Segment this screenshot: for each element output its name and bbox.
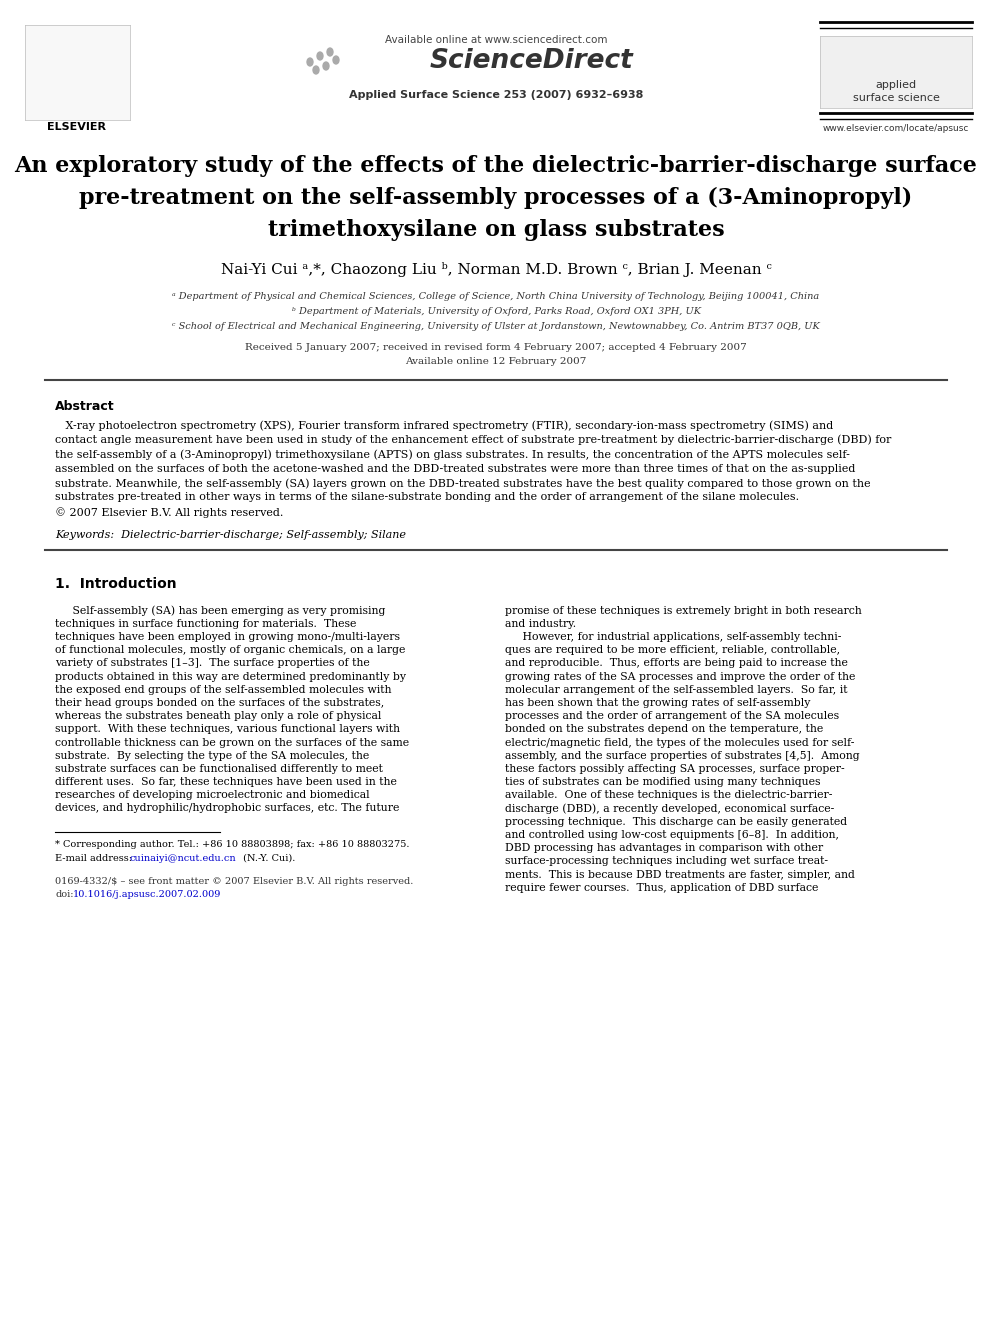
Text: ELSEVIER: ELSEVIER: [48, 122, 106, 132]
Text: the exposed end groups of the self-assembled molecules with: the exposed end groups of the self-assem…: [55, 685, 392, 695]
Text: 1.  Introduction: 1. Introduction: [55, 578, 177, 591]
Text: Nai-Yi Cui ᵃ,*, Chaozong Liu ᵇ, Norman M.D. Brown ᶜ, Brian J. Meenan ᶜ: Nai-Yi Cui ᵃ,*, Chaozong Liu ᵇ, Norman M…: [220, 262, 772, 277]
Text: However, for industrial applications, self-assembly techni-: However, for industrial applications, se…: [505, 632, 841, 642]
Text: assembly, and the surface properties of substrates [4,5].  Among: assembly, and the surface properties of …: [505, 750, 860, 761]
Text: different uses.  So far, these techniques have been used in the: different uses. So far, these techniques…: [55, 777, 397, 787]
Text: Applied Surface Science 253 (2007) 6932–6938: Applied Surface Science 253 (2007) 6932–…: [349, 90, 643, 101]
Text: doi:: doi:: [55, 889, 73, 898]
Text: pre-treatment on the self-assembly processes of a (3-Aminopropyl): pre-treatment on the self-assembly proce…: [79, 187, 913, 209]
Text: variety of substrates [1–3].  The surface properties of the: variety of substrates [1–3]. The surface…: [55, 659, 370, 668]
Text: * Corresponding author. Tel.: +86 10 88803898; fax: +86 10 88803275.: * Corresponding author. Tel.: +86 10 888…: [55, 840, 410, 848]
Text: of functional molecules, mostly of organic chemicals, on a large: of functional molecules, mostly of organ…: [55, 646, 406, 655]
Text: bonded on the substrates depend on the temperature, the: bonded on the substrates depend on the t…: [505, 724, 823, 734]
Text: and reproducible.  Thus, efforts are being paid to increase the: and reproducible. Thus, efforts are bein…: [505, 659, 848, 668]
Text: Available online at www.sciencedirect.com: Available online at www.sciencedirect.co…: [385, 34, 607, 45]
Text: DBD processing has advantages in comparison with other: DBD processing has advantages in compari…: [505, 843, 823, 853]
Text: the self-assembly of a (3-Aminopropyl) trimethoxysilane (APTS) on glass substrat: the self-assembly of a (3-Aminopropyl) t…: [55, 448, 850, 459]
Text: techniques in surface functioning for materials.  These: techniques in surface functioning for ma…: [55, 619, 356, 628]
Text: Available online 12 February 2007: Available online 12 February 2007: [406, 357, 586, 366]
Text: trimethoxysilane on glass substrates: trimethoxysilane on glass substrates: [268, 220, 724, 241]
Text: E-mail address:: E-mail address:: [55, 853, 135, 863]
Text: contact angle measurement have been used in study of the enhancement effect of s: contact angle measurement have been used…: [55, 434, 892, 445]
Text: An exploratory study of the effects of the dielectric-barrier-discharge surface: An exploratory study of the effects of t…: [15, 155, 977, 177]
Text: these factors possibly affecting SA processes, surface proper-: these factors possibly affecting SA proc…: [505, 763, 844, 774]
Text: their head groups bonded on the surfaces of the substrates,: their head groups bonded on the surfaces…: [55, 699, 384, 708]
Text: Received 5 January 2007; received in revised form 4 February 2007; accepted 4 Fe: Received 5 January 2007; received in rev…: [245, 343, 747, 352]
Text: www.elsevier.com/locate/apsusc: www.elsevier.com/locate/apsusc: [822, 124, 969, 134]
Text: (N.-Y. Cui).: (N.-Y. Cui).: [240, 853, 296, 863]
Text: ScienceDirect: ScienceDirect: [430, 48, 634, 74]
Text: products obtained in this way are determined predominantly by: products obtained in this way are determ…: [55, 672, 406, 681]
Text: techniques have been employed in growing mono-/multi-layers: techniques have been employed in growing…: [55, 632, 400, 642]
Text: molecular arrangement of the self-assembled layers.  So far, it: molecular arrangement of the self-assemb…: [505, 685, 847, 695]
Text: devices, and hydrophilic/hydrophobic surfaces, etc. The future: devices, and hydrophilic/hydrophobic sur…: [55, 803, 400, 814]
Text: and industry.: and industry.: [505, 619, 576, 628]
Text: Abstract: Abstract: [55, 400, 115, 413]
Text: electric/magnetic field, the types of the molecules used for self-: electric/magnetic field, the types of th…: [505, 737, 854, 747]
Text: ques are required to be more efficient, reliable, controllable,: ques are required to be more efficient, …: [505, 646, 840, 655]
Text: substrate. Meanwhile, the self-assembly (SA) layers grown on the DBD-treated sub: substrate. Meanwhile, the self-assembly …: [55, 478, 871, 488]
Text: growing rates of the SA processes and improve the order of the: growing rates of the SA processes and im…: [505, 672, 855, 681]
Text: has been shown that the growing rates of self-assembly: has been shown that the growing rates of…: [505, 699, 810, 708]
Text: available.  One of these techniques is the dielectric-barrier-: available. One of these techniques is th…: [505, 790, 832, 800]
Text: Keywords:  Dielectric-barrier-discharge; Self-assembly; Silane: Keywords: Dielectric-barrier-discharge; …: [55, 529, 406, 540]
Text: substrates pre-treated in other ways in terms of the silane-substrate bonding an: substrates pre-treated in other ways in …: [55, 492, 800, 503]
Text: 0169-4332/$ – see front matter © 2007 Elsevier B.V. All rights reserved.: 0169-4332/$ – see front matter © 2007 El…: [55, 877, 414, 885]
Text: ᵃ Department of Physical and Chemical Sciences, College of Science, North China : ᵃ Department of Physical and Chemical Sc…: [173, 292, 819, 302]
Text: researches of developing microelectronic and biomedical: researches of developing microelectronic…: [55, 790, 370, 800]
Text: processes and the order of arrangement of the SA molecules: processes and the order of arrangement o…: [505, 710, 839, 721]
Text: surface science: surface science: [852, 93, 939, 103]
Text: Self-assembly (SA) has been emerging as very promising: Self-assembly (SA) has been emerging as …: [55, 606, 385, 617]
Text: ments.  This is because DBD treatments are faster, simpler, and: ments. This is because DBD treatments ar…: [505, 869, 855, 880]
Text: require fewer courses.  Thus, application of DBD surface: require fewer courses. Thus, application…: [505, 882, 818, 893]
Text: controllable thickness can be grown on the surfaces of the same: controllable thickness can be grown on t…: [55, 737, 409, 747]
Text: promise of these techniques is extremely bright in both research: promise of these techniques is extremely…: [505, 606, 862, 615]
Text: ᶜ School of Electrical and Mechanical Engineering, University of Ulster at Jorda: ᶜ School of Electrical and Mechanical En…: [173, 321, 819, 331]
Text: cuinaiyi@ncut.edu.cn: cuinaiyi@ncut.edu.cn: [130, 853, 237, 863]
Text: whereas the substrates beneath play only a role of physical: whereas the substrates beneath play only…: [55, 710, 381, 721]
Text: substrate surfaces can be functionalised differently to meet: substrate surfaces can be functionalised…: [55, 763, 383, 774]
Text: ties of substrates can be modified using many techniques: ties of substrates can be modified using…: [505, 777, 820, 787]
Text: discharge (DBD), a recently developed, economical surface-: discharge (DBD), a recently developed, e…: [505, 803, 834, 814]
Text: X-ray photoelectron spectrometry (XPS), Fourier transform infrared spectrometry : X-ray photoelectron spectrometry (XPS), …: [55, 419, 833, 430]
Text: substrate.  By selecting the type of the SA molecules, the: substrate. By selecting the type of the …: [55, 750, 369, 761]
Text: processing technique.  This discharge can be easily generated: processing technique. This discharge can…: [505, 816, 847, 827]
Text: © 2007 Elsevier B.V. All rights reserved.: © 2007 Elsevier B.V. All rights reserved…: [55, 507, 284, 517]
Text: 10.1016/j.apsusc.2007.02.009: 10.1016/j.apsusc.2007.02.009: [73, 889, 221, 898]
Text: ᵇ Department of Materials, University of Oxford, Parks Road, Oxford OX1 3PH, UK: ᵇ Department of Materials, University of…: [292, 307, 700, 316]
Text: assembled on the surfaces of both the acetone-washed and the DBD-treated substra: assembled on the surfaces of both the ac…: [55, 463, 855, 474]
Text: applied: applied: [875, 79, 917, 90]
Text: support.  With these techniques, various functional layers with: support. With these techniques, various …: [55, 724, 400, 734]
Text: surface-processing techniques including wet surface treat-: surface-processing techniques including …: [505, 856, 828, 867]
Text: and controlled using low-cost equipments [6–8].  In addition,: and controlled using low-cost equipments…: [505, 830, 839, 840]
